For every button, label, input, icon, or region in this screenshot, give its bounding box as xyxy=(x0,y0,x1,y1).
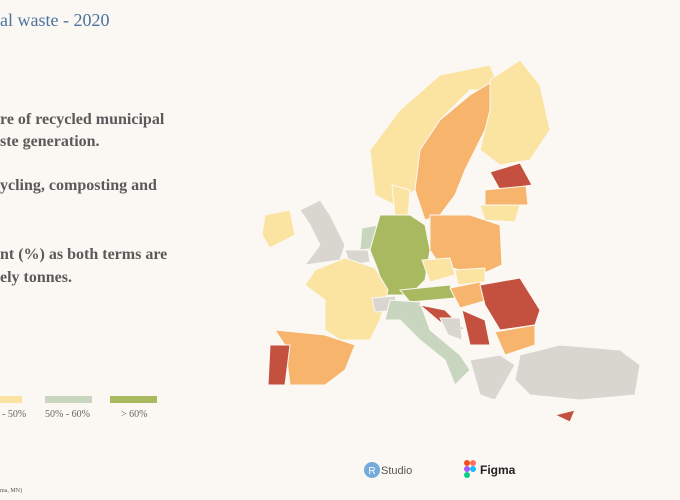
description-line: ste generation. xyxy=(0,133,100,150)
lithuania xyxy=(479,204,521,223)
latvia xyxy=(484,185,529,206)
norway xyxy=(369,64,501,206)
portugal xyxy=(267,344,291,386)
cyprus xyxy=(553,409,576,423)
figma-icon xyxy=(464,466,470,472)
description-line: nt (%) as both terms are xyxy=(0,246,168,263)
title: al waste - 2020 xyxy=(0,10,110,30)
legend-swatch xyxy=(0,396,22,403)
rstudio-mark: R xyxy=(368,466,375,477)
description-line: re of recycled municipal xyxy=(0,111,165,128)
slovakia xyxy=(454,267,486,286)
rstudio-logo: R Studio xyxy=(364,462,412,478)
ireland xyxy=(261,209,296,249)
description-line: ely tonnes. xyxy=(0,269,72,286)
legend-label: > 60% xyxy=(121,409,148,420)
uk xyxy=(299,199,346,266)
denmark xyxy=(391,184,411,216)
estonia xyxy=(489,162,533,191)
figma-icon xyxy=(470,466,476,472)
legend-swatch xyxy=(110,396,157,403)
legend-swatch xyxy=(45,396,92,403)
legend-label: - 50% xyxy=(2,409,27,420)
greece xyxy=(469,354,516,401)
italy xyxy=(384,299,471,386)
serbia xyxy=(461,309,491,346)
czechia xyxy=(421,257,456,283)
finland xyxy=(479,59,551,166)
bosnia xyxy=(439,317,463,341)
figma-label: Figma xyxy=(480,463,516,477)
legend-label: 50% - 60% xyxy=(45,409,90,420)
figma-logo: Figma xyxy=(464,460,516,478)
figma-icon xyxy=(464,460,470,466)
romania xyxy=(479,277,541,331)
countries xyxy=(261,59,641,423)
france xyxy=(304,257,389,341)
rstudio-label: Studio xyxy=(381,465,412,477)
figma-icon xyxy=(464,472,470,478)
description-line: ycling, composting and xyxy=(0,177,157,194)
turkey xyxy=(514,344,641,401)
bulgaria xyxy=(494,324,536,356)
credit: ma, MN) xyxy=(0,488,22,494)
germany xyxy=(369,214,431,296)
figma-icon xyxy=(470,460,476,466)
rstudio-icon xyxy=(364,462,380,478)
